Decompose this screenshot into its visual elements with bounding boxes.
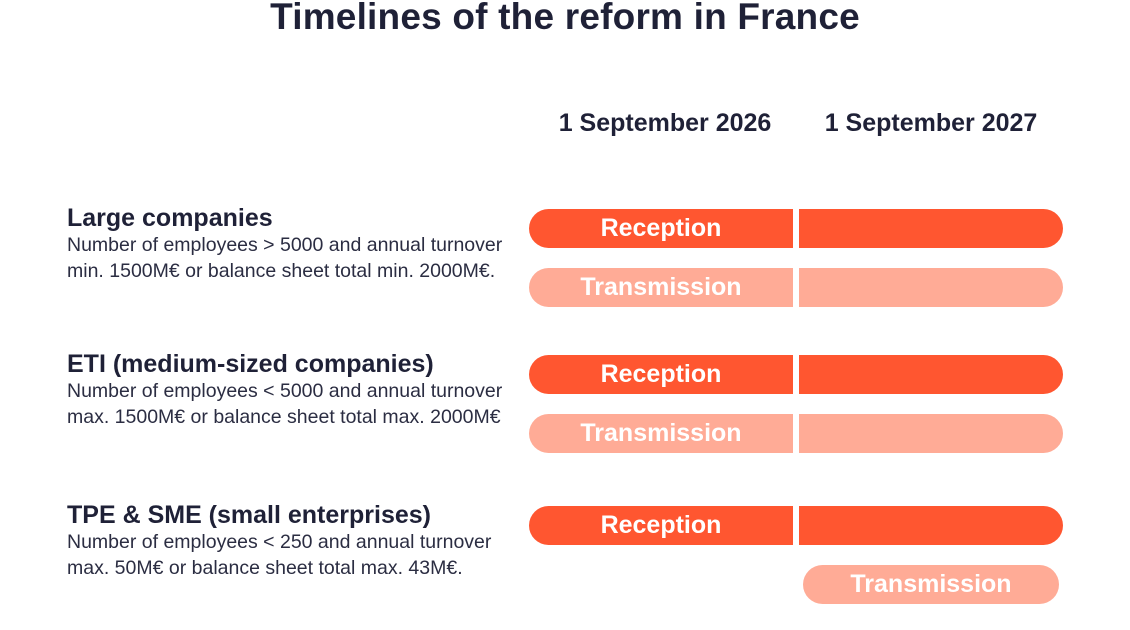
company-description: Number of employees < 250 and annual tur… <box>67 531 492 579</box>
transmission-bar-2027: Transmission <box>803 565 1059 604</box>
reception-bar-2026: Reception <box>529 506 793 545</box>
transmission-bar-2026: Transmission <box>529 414 793 453</box>
transmission-label: Transmission <box>580 273 742 301</box>
company-name: ETI (medium-sized companies) <box>67 350 434 378</box>
reception-bar-2027 <box>799 355 1063 394</box>
reception-bar-2026: Reception <box>529 355 793 394</box>
company-block-sme: TPE & SME (small enterprises) Number of … <box>67 500 507 581</box>
reception-bar-2027 <box>799 209 1063 248</box>
reception-label: Reception <box>600 360 722 388</box>
transmission-bar-2027 <box>799 268 1063 307</box>
transmission-bar-2027 <box>799 414 1063 453</box>
company-name: Large companies <box>67 204 273 232</box>
company-block-eti: ETI (medium-sized companies) Number of e… <box>67 349 507 430</box>
company-name: TPE & SME (small enterprises) <box>67 501 432 529</box>
transmission-bar-2026: Transmission <box>529 268 793 307</box>
reception-label: Reception <box>600 214 722 242</box>
reception-bar-2027 <box>799 506 1063 545</box>
company-description: Number of employees > 5000 and annual tu… <box>67 234 503 282</box>
date-header-2027: 1 September 2027 <box>824 109 1038 137</box>
reception-bar-2026: Reception <box>529 209 793 248</box>
transmission-label: Transmission <box>850 570 1012 598</box>
company-description: Number of employees < 5000 and annual tu… <box>67 380 503 428</box>
transmission-label: Transmission <box>580 419 742 447</box>
reception-label: Reception <box>600 511 722 539</box>
page-title: Timelines of the reform in France <box>270 0 860 37</box>
company-block-large: Large companies Number of employees > 50… <box>67 203 507 284</box>
date-header-2026: 1 September 2026 <box>558 109 772 137</box>
